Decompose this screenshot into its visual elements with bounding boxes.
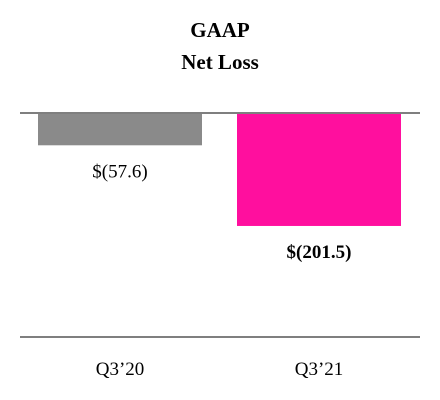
bar-1 bbox=[38, 113, 202, 146]
category-label-2: Q3’21 bbox=[295, 359, 344, 380]
category-label-1: Q3’20 bbox=[96, 359, 145, 380]
chart-title-line1: GAAP bbox=[190, 18, 250, 42]
data-label-2: $(201.5) bbox=[287, 242, 352, 263]
data-label-1: $(57.6) bbox=[92, 161, 147, 182]
bar-2 bbox=[237, 113, 401, 226]
chart-title-line2: Net Loss bbox=[181, 50, 259, 74]
